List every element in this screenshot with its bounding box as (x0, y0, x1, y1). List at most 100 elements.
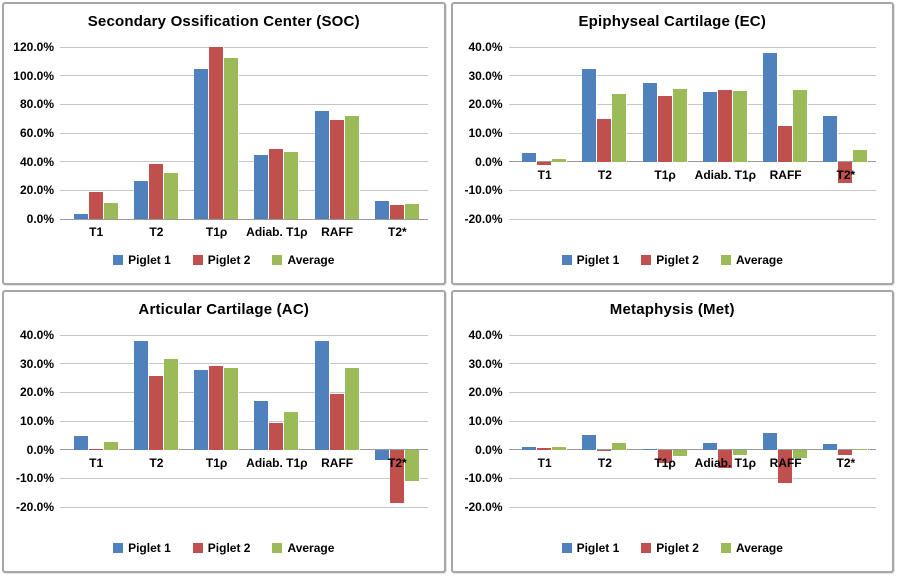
x-category-label: Adiab. T1ρ (694, 455, 757, 470)
gridline (508, 477, 876, 479)
chart-body: 40.0% 30.0% 20.0% 10.0% 0.0% -10.0% -20.0% T1 T… (453, 40, 893, 226)
y-tick-label: 40.0% (19, 154, 54, 169)
legend-label: Piglet 2 (207, 541, 251, 555)
bar-piglet-1-T2* (823, 443, 839, 450)
y-tick-label: 20.0% (468, 385, 503, 400)
legend-swatch-icon (561, 543, 572, 553)
y-tick-label: 10.0% (468, 126, 503, 140)
legend-label: Piglet 2 (207, 253, 251, 267)
gridline (508, 189, 876, 191)
x-category-label: T1 (537, 167, 552, 182)
bar-average-T1ρ (224, 58, 240, 219)
bar-piglet-1-T1ρ (642, 82, 658, 162)
gridline (508, 334, 876, 336)
x-category-label: T2* (388, 225, 407, 239)
x-category-label: T2 (597, 455, 612, 470)
legend-swatch-icon (720, 543, 731, 553)
legend-label: Piglet 2 (656, 253, 699, 267)
legend-swatch-icon (641, 255, 652, 265)
x-category-label: RAFF (321, 455, 354, 470)
x-category-label: T1ρ (205, 225, 228, 239)
bar-average-Adiab.-T1ρ (732, 449, 748, 456)
bar-average-RAFF (793, 449, 809, 458)
legend-item-piglet-1: Piglet 1 (113, 253, 171, 267)
y-tick-label: 20.0% (468, 97, 503, 112)
bar-average-T1 (552, 447, 568, 450)
chart-legend: Piglet 1 Piglet 2 Average (4, 252, 444, 268)
legend-item-average: Average (720, 253, 783, 267)
gridline (60, 103, 428, 105)
y-tick-label: 40.0% (468, 328, 503, 342)
gridline (60, 132, 428, 134)
chart-panel-met: Metaphysis (Met) 40.0% 30.0% 20.0% 10.0% 0.0… (450, 290, 894, 573)
legend-item-piglet-2: Piglet 2 (641, 541, 699, 555)
x-category-label: T2 (149, 225, 164, 239)
y-tick-label: 100.0% (13, 68, 54, 83)
chart-body: 40.0% 30.0% 20.0% 10.0% 0.0% -10.0% -20.0% T1 T… (453, 328, 893, 514)
bar-piglet-2-T1 (88, 448, 104, 450)
legend-swatch-icon (113, 255, 124, 265)
bar-average-Adiab.-T1ρ (732, 90, 748, 162)
legend-swatch-icon (113, 543, 124, 553)
bar-piglet-1-T1 (73, 214, 89, 219)
bar-average-T2* (404, 203, 420, 219)
y-tick-label: 30.0% (19, 356, 54, 371)
y-tick-label: 0.0% (475, 154, 503, 169)
bar-piglet-1-Adiab.-T1ρ (254, 154, 270, 219)
bar-piglet-1-T1 (522, 447, 538, 450)
bar-average-T2* (853, 149, 869, 162)
plot-area: T1 T2 T1ρ Adiab. T1ρ RAFF T2* (60, 46, 428, 239)
gridline (508, 132, 876, 134)
x-category-label: RAFF (769, 167, 802, 182)
bar-piglet-2-T2* (838, 161, 854, 183)
legend-item-piglet-2: Piglet 2 (192, 541, 251, 555)
x-category-label: T2 (597, 167, 612, 182)
y-tick-label: -10.0% (464, 183, 503, 198)
bar-piglet-1-RAFF (763, 53, 779, 162)
bar-average-T2 (163, 172, 179, 219)
legend-label: Average (287, 541, 335, 555)
bar-piglet-2-Adiab.-T1ρ (717, 449, 733, 468)
x-category-label: T2* (836, 167, 856, 182)
chart-title: Articular Cartilage (AC) (138, 301, 310, 318)
y-tick-label: 0.0% (475, 442, 503, 457)
bar-piglet-1-T1 (73, 435, 89, 450)
bar-piglet-2-T2 (148, 375, 164, 450)
bar-average-T1ρ (672, 449, 688, 457)
x-category-label: T2 (149, 455, 164, 470)
bar-piglet-2-Adiab.-T1ρ (717, 90, 733, 162)
bar-piglet-1-T2 (582, 435, 598, 450)
legend-item-piglet-1: Piglet 1 (561, 253, 619, 267)
bar-piglet-1-Adiab.-T1ρ (702, 91, 718, 162)
x-category-label: RAFF (769, 455, 802, 470)
legend-label: Average (735, 541, 783, 555)
bar-piglet-2-T1 (537, 447, 553, 450)
bar-average-T2 (163, 358, 179, 450)
legend-item-piglet-1: Piglet 1 (561, 541, 619, 555)
legend-item-piglet-1: Piglet 1 (113, 541, 171, 555)
gridline (508, 218, 876, 220)
bar-average-RAFF (793, 89, 809, 162)
y-axis-labels: 40.0% 30.0% 20.0% 10.0% 0.0% -10.0% -20.0% (453, 40, 509, 226)
x-category-label: T2* (836, 455, 856, 470)
y-tick-label: -20.0% (15, 500, 54, 514)
bar-piglet-1-RAFF (314, 111, 330, 219)
gridline (60, 363, 428, 365)
bar-average-Adiab.-T1ρ (284, 151, 300, 219)
plot-area: T1 T2 T1ρ Adiab. T1ρ RAFF T2* (60, 334, 428, 508)
bar-average-Adiab.-T1ρ (284, 411, 300, 450)
gridline (60, 189, 428, 191)
legend-label: Piglet 1 (128, 541, 171, 555)
legend-item-average: Average (720, 541, 783, 555)
legend-swatch-icon (272, 543, 283, 553)
gridline (508, 506, 876, 508)
y-tick-label: 0.0% (26, 442, 54, 457)
gridline (60, 420, 428, 422)
bar-piglet-2-T2 (597, 449, 613, 452)
bar-piglet-2-T1 (88, 192, 104, 219)
bar-piglet-2-T1ρ (657, 449, 673, 463)
legend-label: Average (287, 253, 335, 267)
x-category-label: Adiab. T1ρ (246, 225, 308, 239)
bar-piglet-1-T2* (823, 115, 839, 162)
